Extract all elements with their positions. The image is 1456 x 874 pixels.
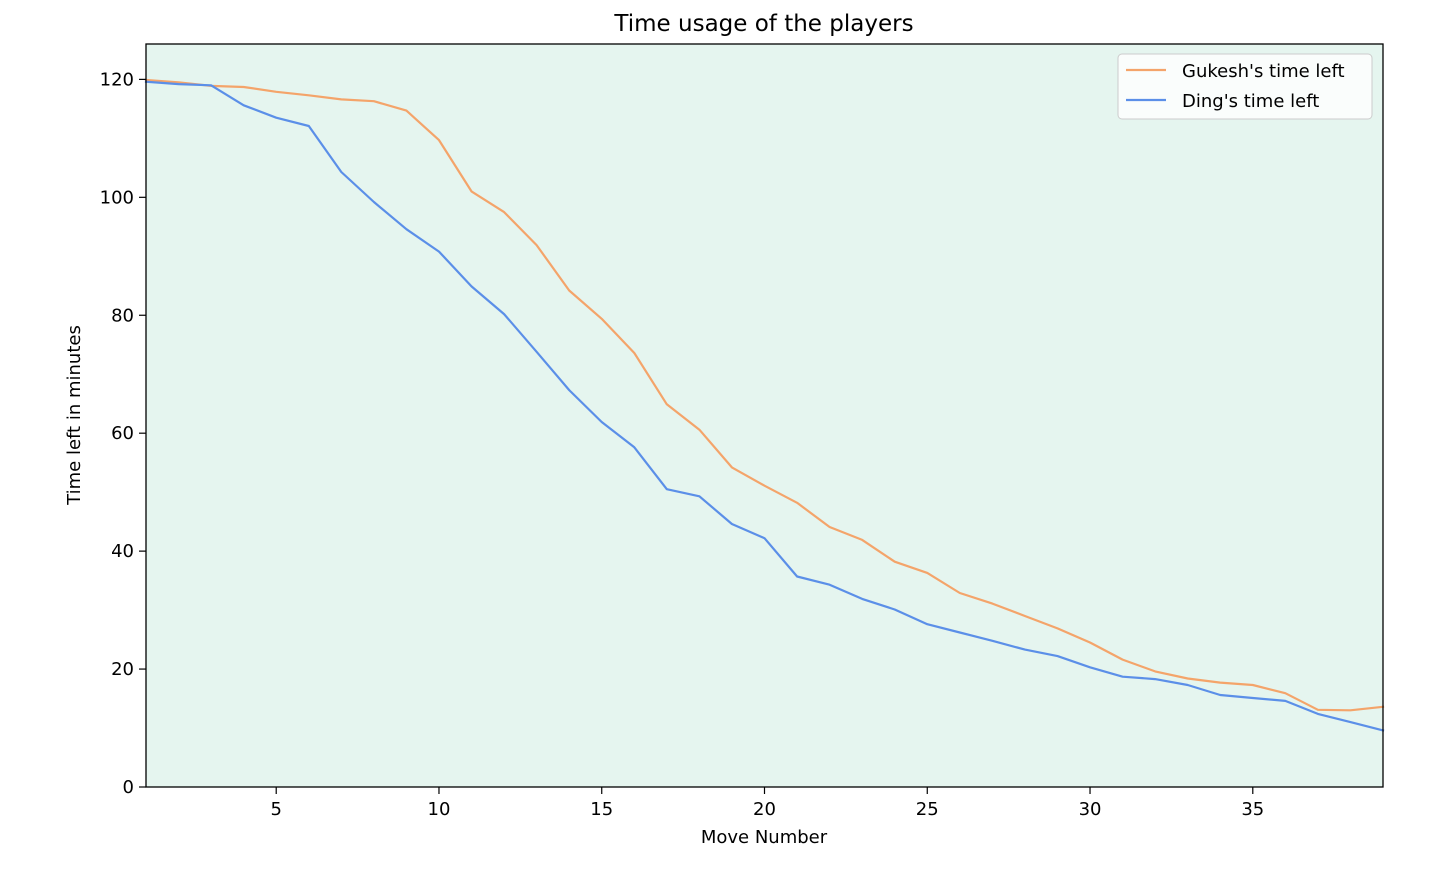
- y-tick-label: 20: [111, 659, 134, 680]
- y-tick-label: 120: [100, 69, 134, 90]
- y-tick-label: 40: [111, 541, 134, 562]
- x-tick-label: 20: [753, 799, 776, 820]
- x-tick-label: 30: [1079, 799, 1102, 820]
- x-tick-label: 25: [916, 799, 939, 820]
- y-axis: 0 20 40 60 80 100 120: [100, 69, 146, 798]
- y-tick-label: 100: [100, 187, 134, 208]
- series-line-0: [144, 78, 1385, 712]
- x-tick-label: 15: [590, 799, 613, 820]
- plot-area: [146, 44, 1383, 787]
- legend-box: [1117, 53, 1373, 120]
- x-tick-label: 10: [428, 799, 451, 820]
- x-axis: 5 10 15 20 25 30 35: [270, 787, 1264, 820]
- x-axis-label: Move Number: [701, 827, 828, 848]
- legend: Gukesh's time left Ding's time left: [1117, 53, 1373, 120]
- y-tick-label: 60: [111, 423, 134, 444]
- x-tick-label: 35: [1241, 799, 1264, 820]
- series-layer: [144, 78, 1385, 732]
- y-tick-label: 80: [111, 305, 134, 326]
- series-line-1: [144, 80, 1385, 732]
- y-axis-label: Time left in minutes: [64, 325, 85, 506]
- legend-label-ding: Ding's time left: [1182, 91, 1319, 112]
- legend-label-gukesh: Gukesh's time left: [1182, 61, 1345, 82]
- y-tick-label: 0: [123, 777, 134, 798]
- x-tick-label: 5: [270, 799, 281, 820]
- chart-title: Time usage of the players: [613, 11, 913, 37]
